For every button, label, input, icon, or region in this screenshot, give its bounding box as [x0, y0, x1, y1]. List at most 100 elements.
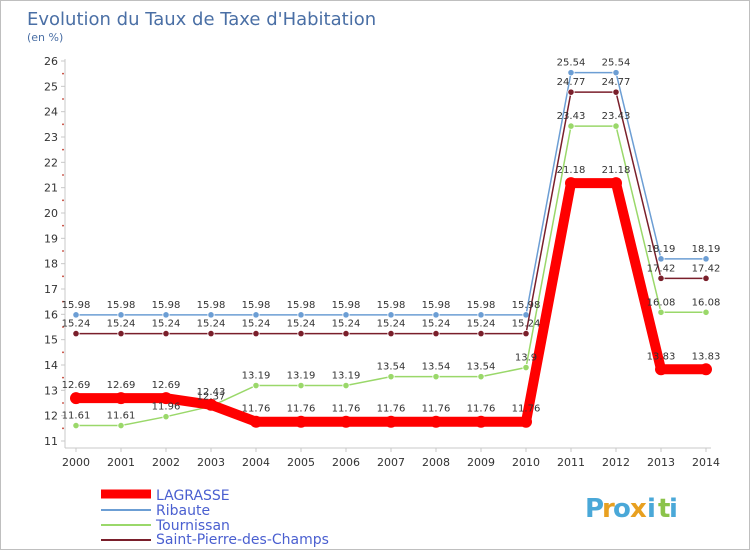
data-point-saint-pierre-des-champs — [297, 329, 305, 338]
data-label-tournissan: 13.9 — [515, 353, 537, 364]
data-point-tournissan — [702, 308, 710, 316]
y-minor-tick — [62, 224, 64, 227]
y-axis-label: (en %) — [27, 31, 63, 44]
data-label-saint-pierre-des-champs: 17.42 — [647, 263, 676, 274]
data-label-ribaute: 25.54 — [557, 58, 586, 69]
x-tick-label: 2001 — [107, 456, 135, 469]
data-label-ribaute: 15.98 — [377, 300, 406, 311]
x-tick-label: 2006 — [332, 456, 360, 469]
data-point-tournissan — [522, 363, 530, 372]
data-label-tournissan: 13.19 — [332, 371, 361, 382]
data-label-lagrasse: 11.76 — [287, 404, 316, 415]
data-label-lagrasse: 11.76 — [332, 404, 361, 415]
data-label-saint-pierre-des-champs: 15.24 — [197, 319, 226, 330]
data-point-saint-pierre-des-champs — [522, 329, 530, 338]
data-label-tournissan: 23.43 — [602, 111, 631, 122]
data-label-lagrasse: 12.69 — [152, 380, 181, 391]
data-point-ribaute — [657, 255, 665, 263]
data-point-tournissan — [657, 308, 665, 316]
data-label-ribaute: 15.98 — [422, 300, 451, 311]
y-tick-label: 18 — [44, 258, 58, 271]
data-point-saint-pierre-des-champs — [72, 329, 80, 338]
data-label-tournissan: 13.19 — [287, 371, 316, 382]
data-labels-layer: 15.98 15.98 15.98 15.98 15.98 15.98 15.98 15.98… — [62, 58, 721, 422]
data-label-lagrasse: 12.69 — [62, 380, 91, 391]
x-tick-label: 2007 — [377, 456, 405, 469]
data-label-tournissan: 13.54 — [422, 362, 451, 373]
data-label-ribaute: 15.98 — [332, 300, 361, 311]
chart-title: Evolution du Taux de Taxe d'Habitation — [27, 9, 376, 30]
x-tick-label: 2005 — [287, 456, 315, 469]
y-minor-tick — [62, 275, 64, 278]
data-point-tournissan — [252, 381, 260, 390]
data-label-ribaute: 15.98 — [242, 300, 271, 311]
data-point-tournissan — [297, 381, 305, 390]
data-point-saint-pierre-des-champs — [162, 329, 170, 338]
data-point-ribaute — [162, 311, 170, 319]
data-label-ribaute: 15.98 — [467, 300, 496, 311]
y-tick-label: 16 — [44, 308, 58, 321]
legend-label-ribaute: Ribaute — [156, 503, 210, 519]
data-label-lagrasse: 13.83 — [692, 351, 721, 362]
logo-letter: x — [630, 494, 647, 524]
series-layer — [70, 69, 712, 430]
data-point-saint-pierre-des-champs — [342, 329, 350, 338]
y-tick-label: 25 — [44, 80, 58, 93]
data-point-ribaute — [207, 311, 215, 319]
y-tick-label: 11 — [44, 435, 58, 448]
data-label-ribaute: 18.19 — [647, 244, 676, 255]
data-point-tournissan — [432, 373, 440, 381]
data-point-saint-pierre-des-champs — [387, 329, 395, 338]
data-label-saint-pierre-des-champs: 15.24 — [377, 319, 406, 330]
data-point-lagrasse — [70, 392, 82, 405]
data-label-lagrasse: 12.69 — [107, 380, 136, 391]
y-tick-label: 24 — [44, 106, 58, 119]
x-tick-label: 2009 — [467, 456, 495, 469]
data-label-lagrasse: 21.18 — [602, 165, 631, 176]
data-label-lagrasse: 11.76 — [467, 404, 496, 415]
y-tick-label: 17 — [44, 283, 58, 296]
data-point-lagrasse — [205, 398, 217, 411]
data-point-lagrasse — [565, 177, 577, 190]
y-minor-tick — [62, 300, 64, 303]
x-tick-label: 2011 — [557, 456, 585, 469]
y-minor-tick — [62, 351, 64, 354]
y-minor-tick — [62, 402, 64, 404]
data-label-saint-pierre-des-champs: 15.24 — [242, 319, 271, 330]
data-label-tournissan: 11.96 — [152, 402, 181, 413]
logo-letter: r — [602, 494, 615, 524]
data-label-saint-pierre-des-champs: 15.24 — [422, 319, 451, 330]
data-label-lagrasse: 11.76 — [377, 404, 406, 415]
data-label-ribaute: 15.98 — [197, 300, 226, 311]
y-tick-label: 26 — [44, 55, 58, 68]
data-point-tournissan — [567, 122, 575, 130]
data-point-tournissan — [72, 421, 80, 430]
data-label-saint-pierre-des-champs: 15.24 — [332, 319, 361, 330]
data-point-ribaute — [252, 311, 260, 319]
data-point-lagrasse — [655, 363, 667, 376]
data-label-saint-pierre-des-champs: 17.42 — [692, 263, 721, 274]
data-label-ribaute: 15.98 — [152, 300, 181, 311]
y-minor-tick — [62, 123, 64, 126]
y-tick-label: 13 — [44, 384, 58, 397]
data-point-lagrasse — [340, 415, 352, 428]
data-point-lagrasse — [160, 392, 172, 405]
data-point-saint-pierre-des-champs — [432, 329, 440, 338]
data-label-ribaute: 18.19 — [692, 244, 721, 255]
data-point-lagrasse — [385, 415, 397, 428]
data-point-saint-pierre-des-champs — [657, 274, 665, 282]
data-label-saint-pierre-des-champs: 15.24 — [512, 319, 541, 330]
data-label-lagrasse: 12.43 — [197, 387, 226, 398]
data-label-tournissan: 13.54 — [467, 362, 496, 373]
series-line-ribaute — [75, 71, 707, 316]
x-ticks: 2000 2001 2002 2003 2004 2005 2006 2007 2008 2009… — [62, 448, 720, 469]
logo-letter: i — [647, 494, 656, 524]
data-point-lagrasse — [295, 415, 307, 428]
data-label-saint-pierre-des-champs: 15.24 — [287, 319, 316, 330]
x-tick-label: 2004 — [242, 456, 270, 469]
data-point-ribaute — [387, 311, 395, 319]
data-label-saint-pierre-des-champs: 15.24 — [152, 319, 181, 330]
data-point-lagrasse — [700, 363, 712, 376]
y-tick-label: 19 — [44, 232, 58, 245]
y-minor-tick — [62, 427, 64, 430]
